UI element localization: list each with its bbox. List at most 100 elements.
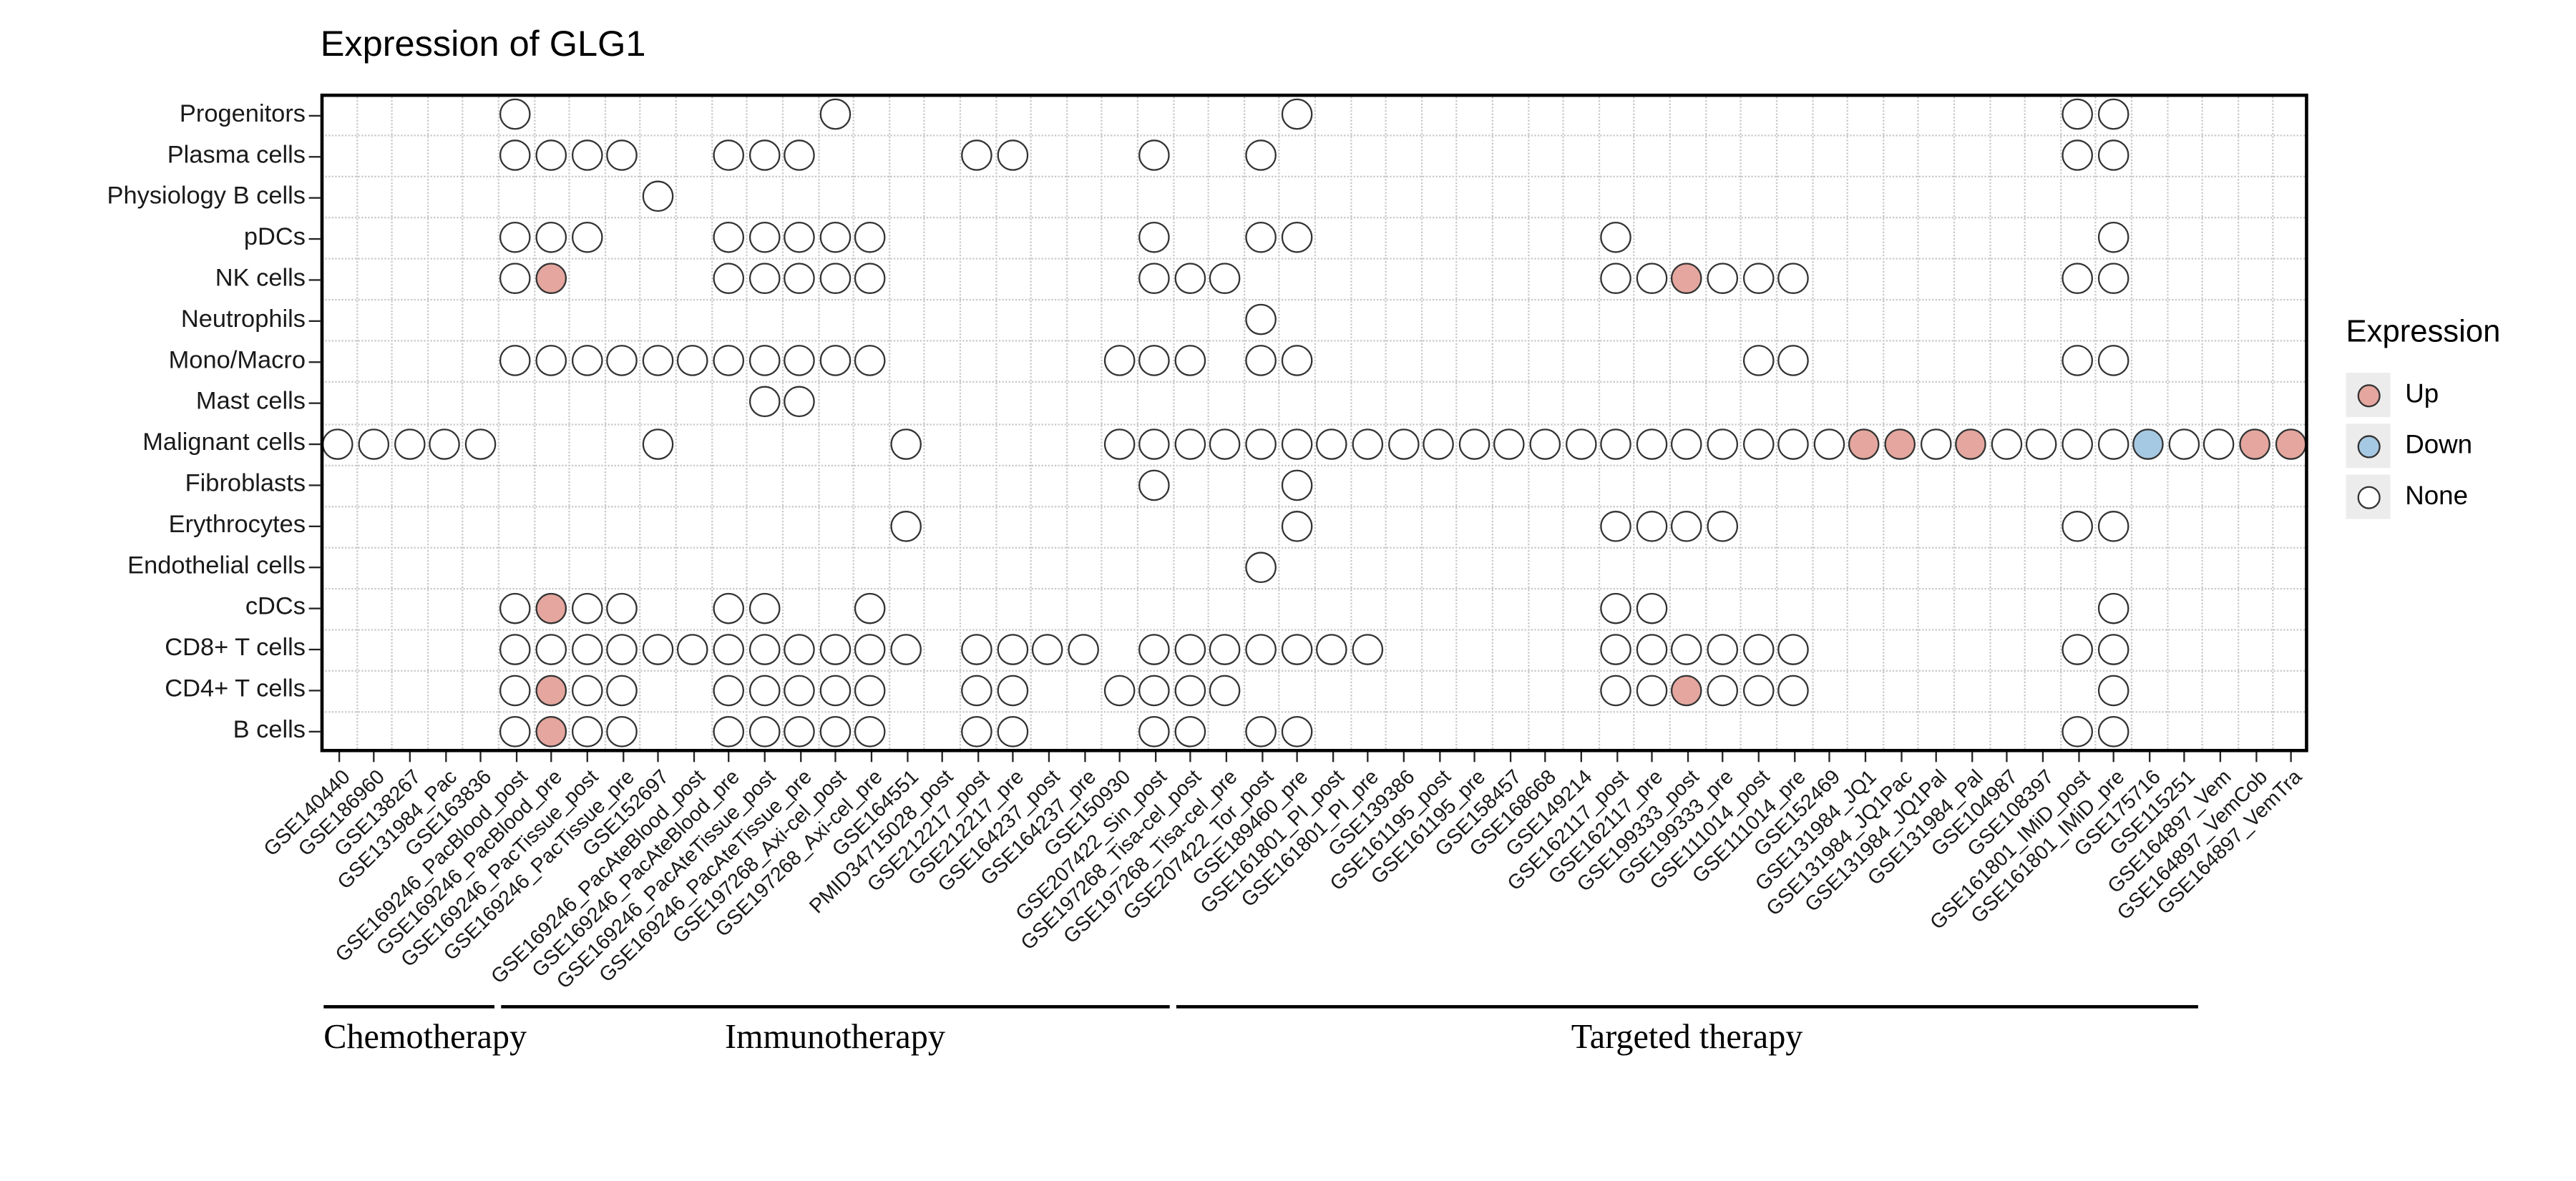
expression-dot-none xyxy=(1707,428,1738,459)
grid-line-vertical xyxy=(2024,93,2026,753)
grid-line-vertical xyxy=(2130,93,2132,753)
x-tick xyxy=(479,752,482,763)
y-axis-label: Plasma cells xyxy=(167,140,306,169)
x-tick xyxy=(1154,752,1156,763)
expression-dot-none xyxy=(713,222,744,254)
expression-dot-none xyxy=(2062,633,2094,665)
expression-dot-none xyxy=(1316,633,1348,665)
grid-line-horizontal xyxy=(320,340,2308,343)
grid-line-vertical xyxy=(1314,93,1317,753)
expression-dot-none xyxy=(1991,428,2022,459)
x-tick xyxy=(1048,752,1050,763)
expression-dot-none xyxy=(570,633,602,665)
expression-dot-none xyxy=(2097,510,2129,542)
grid-line-vertical xyxy=(2059,93,2062,753)
y-axis-label: cDCs xyxy=(245,593,306,622)
x-tick xyxy=(1296,752,1299,763)
expression-dot-none xyxy=(784,715,816,748)
expression-dot-none xyxy=(1209,263,1241,295)
grid-line-vertical xyxy=(1136,93,1138,753)
expression-dot-none xyxy=(1245,346,1277,377)
expression-dot-none xyxy=(854,222,887,254)
therapy-group-line xyxy=(323,1005,495,1009)
x-tick xyxy=(1438,752,1440,763)
expression-dot-none xyxy=(1245,715,1277,748)
x-tick xyxy=(1509,752,1511,763)
expression-dot-none xyxy=(2062,346,2094,377)
x-tick xyxy=(338,752,340,763)
expression-dot-none xyxy=(499,346,532,377)
grid-line-vertical xyxy=(568,93,571,753)
expression-dot-none xyxy=(606,346,638,377)
expression-dot-none xyxy=(1138,139,1171,171)
grid-line-horizontal xyxy=(320,423,2308,425)
expression-dot-none xyxy=(819,222,851,254)
grid-line-horizontal xyxy=(320,299,2308,301)
expression-dot-up xyxy=(535,675,567,707)
grid-line-vertical xyxy=(497,93,500,753)
y-axis-label: Erythrocytes xyxy=(168,511,306,539)
expression-dot-none xyxy=(606,139,638,171)
expression-dot-none xyxy=(961,633,993,665)
expression-dot-none xyxy=(854,592,887,624)
expression-dot-none xyxy=(499,98,532,130)
grid-line-vertical xyxy=(1634,93,1636,753)
expression-dot-none xyxy=(713,139,744,171)
expression-dot-none xyxy=(499,633,532,665)
x-tick xyxy=(1332,752,1334,763)
y-tick xyxy=(308,402,321,404)
expression-dot-none xyxy=(854,715,887,748)
expression-dot-none xyxy=(2097,98,2129,130)
grid-line-vertical xyxy=(1562,93,1565,753)
expression-dot-none xyxy=(1138,346,1171,377)
grid-line-vertical xyxy=(1740,93,1742,753)
expression-dot-none xyxy=(1600,263,1632,295)
expression-dot-up xyxy=(1671,263,1703,295)
expression-dot-none xyxy=(499,715,532,748)
expression-dot-none xyxy=(1458,428,1490,459)
grid-line-vertical xyxy=(1775,93,1777,753)
grid-line-horizontal xyxy=(320,587,2308,589)
grid-line-vertical xyxy=(711,93,713,753)
grid-line-horizontal xyxy=(320,628,2308,631)
y-tick xyxy=(308,649,321,651)
grid-line-vertical xyxy=(1811,93,1813,753)
expression-dot-none xyxy=(1777,263,1810,295)
y-axis-label: Malignant cells xyxy=(142,428,306,457)
grid-line-vertical xyxy=(675,93,678,753)
expression-dot-up xyxy=(2275,428,2306,459)
legend-item-label: Down xyxy=(2405,431,2473,459)
expression-dot-none xyxy=(854,263,887,295)
x-tick xyxy=(1473,752,1476,763)
x-tick xyxy=(799,752,801,763)
grid-line-horizontal xyxy=(320,217,2308,219)
legend-item-label: Up xyxy=(2405,380,2439,408)
expression-dot-none xyxy=(1636,510,1667,542)
expression-dot-none xyxy=(1742,675,1774,707)
x-tick xyxy=(1616,752,1618,763)
expression-dot-none xyxy=(784,675,816,707)
x-tick xyxy=(586,752,589,763)
expression-dot-none xyxy=(748,633,780,665)
expression-dot-none xyxy=(1777,428,1810,459)
expression-dot-none xyxy=(1138,222,1171,254)
expression-dot-none xyxy=(2097,222,2129,254)
expression-dot-none xyxy=(2062,263,2094,295)
grid-line-vertical xyxy=(746,93,748,753)
expression-dot-none xyxy=(2062,428,2094,459)
grid-line-vertical xyxy=(1243,93,1245,753)
expression-dot-none xyxy=(2026,428,2058,459)
expression-dot-up xyxy=(1884,428,1916,459)
expression-dot-none xyxy=(1174,715,1206,748)
y-tick xyxy=(308,608,321,610)
expression-dot-none xyxy=(606,592,638,624)
expression-dot-none xyxy=(854,675,887,707)
grid-line-horizontal xyxy=(320,505,2308,507)
expression-dot-none xyxy=(2097,715,2129,748)
expression-dot-none xyxy=(1387,428,1419,459)
expression-dot-none xyxy=(2097,633,2129,665)
y-tick xyxy=(308,237,321,240)
expression-dot-none xyxy=(2168,428,2200,459)
y-tick xyxy=(308,526,321,528)
expression-dot-none xyxy=(748,592,780,624)
